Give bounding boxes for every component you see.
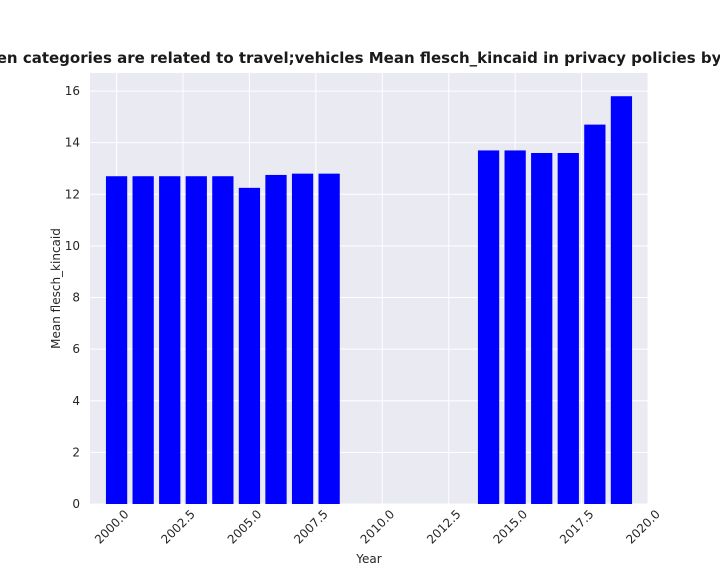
chart-title: when categories are related to travel;ve… <box>0 49 720 67</box>
bar-2002 <box>159 176 181 505</box>
bars <box>105 96 633 505</box>
bar-2001 <box>132 176 154 505</box>
y-tick-label: 6 <box>72 342 80 356</box>
y-tick-labels: 0 2 4 6 8 10 12 14 16 <box>65 84 80 511</box>
bar-2004 <box>212 176 234 505</box>
bar-2000 <box>105 176 128 505</box>
y-tick-label: 14 <box>65 136 80 150</box>
x-tick-label: 2020.0 <box>623 507 663 547</box>
bar-2017 <box>557 153 579 504</box>
y-tick-label: 16 <box>65 84 80 98</box>
x-tick-label: 2002.5 <box>158 507 198 547</box>
bar-2008 <box>318 173 340 504</box>
y-tick-label: 0 <box>72 497 80 511</box>
bar-2015 <box>504 150 526 504</box>
y-tick-label: 12 <box>65 187 80 201</box>
y-axis-label: Mean flesch_kincaid <box>49 228 63 349</box>
x-tick-label: 2017.5 <box>557 507 597 547</box>
y-tick-label: 8 <box>72 291 80 305</box>
x-tick-label: 2005.0 <box>225 507 265 547</box>
bar-2019 <box>610 96 633 505</box>
bar-2006 <box>265 174 287 504</box>
y-tick-label: 4 <box>72 394 80 408</box>
y-tick-label: 10 <box>65 239 80 253</box>
x-axis-label: Year <box>355 552 381 566</box>
bar-2003 <box>185 176 207 505</box>
bar-2005 <box>238 187 261 505</box>
y-tick-label: 2 <box>72 445 80 459</box>
x-tick-label: 2012.5 <box>424 507 464 547</box>
x-tick-label: 2015.0 <box>490 507 530 547</box>
bar-2018 <box>584 124 606 505</box>
x-tick-label: 2010.0 <box>358 507 398 547</box>
bar-2007 <box>291 173 314 504</box>
bar-2014 <box>477 150 500 504</box>
x-tick-label: 2000.0 <box>92 507 132 547</box>
x-tick-label: 2007.5 <box>291 507 331 547</box>
x-tick-labels: 2000.0 2002.5 2005.0 2007.5 2010.0 2012.5 2015… <box>92 507 663 547</box>
bar-2016 <box>531 153 553 504</box>
grid-lines <box>90 73 649 505</box>
